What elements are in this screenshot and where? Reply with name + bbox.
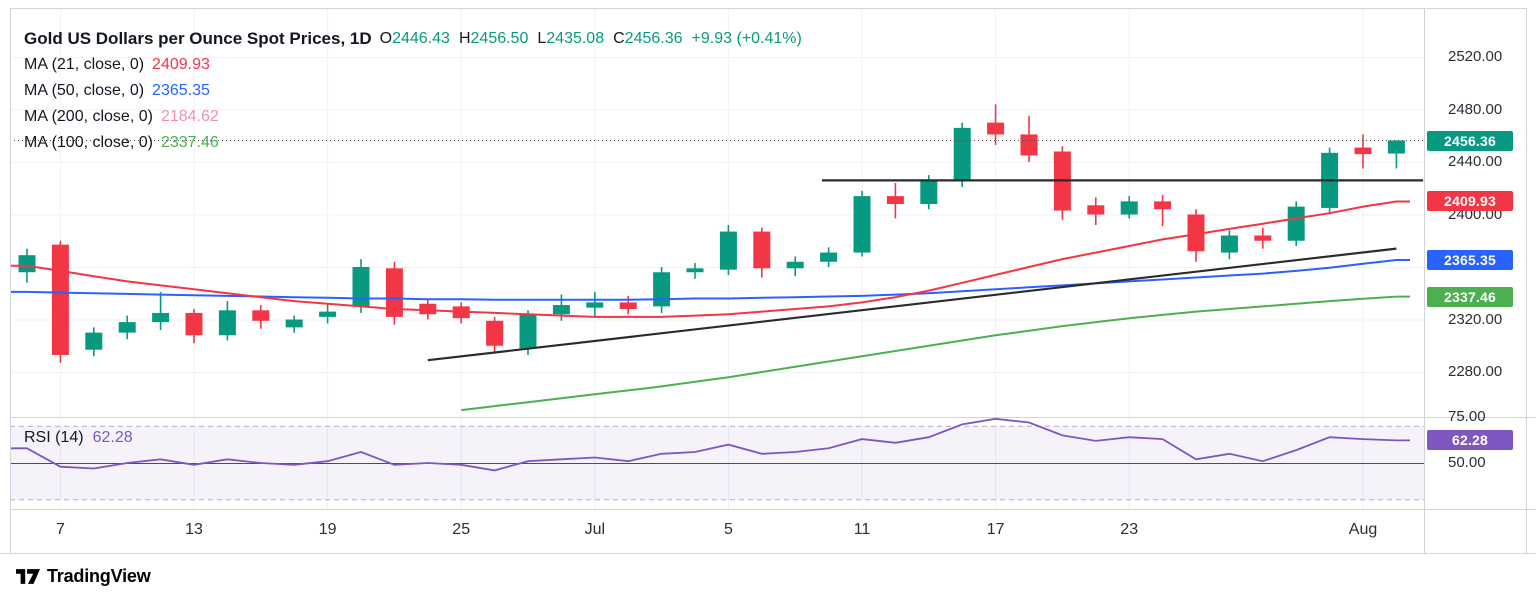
price-tick-label: 2280.00	[1448, 363, 1503, 380]
ma-label: MA (200, close, 0)	[24, 108, 153, 125]
tradingview-attribution[interactable]: TradingView	[16, 560, 151, 592]
time-label: 5	[723, 521, 733, 538]
price-tick-label: 2320.00	[1448, 310, 1503, 328]
ohlc-low: L2435.08	[537, 30, 605, 47]
rsi-tick-label: 75.00	[1448, 408, 1486, 425]
ohlc-high: H2456.50	[458, 30, 529, 47]
price-tick-label: 2520.00	[1448, 48, 1503, 65]
time-label: 7	[55, 521, 65, 538]
ma-label: MA (50, close, 0)	[24, 82, 145, 99]
ohlc-open: O2446.43	[379, 30, 450, 47]
ma-value: 2365.35	[152, 82, 210, 99]
ma-value: 2409.93	[152, 56, 210, 73]
price-tick-label: 2440.00	[1448, 153, 1503, 170]
ma-legend-row[interactable]: MA (200, close, 0) 2184.62	[24, 104, 802, 130]
time-label: 23	[1120, 521, 1139, 538]
tradingview-logo-icon	[16, 568, 40, 584]
price-badge: 2409.93	[1427, 191, 1513, 212]
price-change: +9.93 (+0.41%)	[691, 30, 802, 47]
time-label: 11	[853, 521, 871, 538]
time-axis[interactable]: 7 13 19 25 Jul 5 11 17 23 Aug	[0, 509, 1424, 553]
ma-label: MA (100, close, 0)	[24, 134, 153, 151]
symbol-legend-row[interactable]: Gold US Dollars per Ounce Spot Prices, 1…	[24, 26, 802, 52]
ma-label: MA (21, close, 0)	[24, 56, 145, 73]
rsi-label: RSI (14)	[24, 429, 84, 446]
rsi-legend-row[interactable]: RSI (14) 62.28	[24, 429, 133, 447]
ohlc-values: O2446.43 H2456.50 L2435.08 C2456.36 +9.9…	[380, 30, 802, 48]
price-badge: 2337.46	[1427, 286, 1513, 307]
ma-legend-row[interactable]: MA (21, close, 0) 2409.93	[24, 52, 802, 78]
time-label: 19	[318, 521, 337, 538]
ma-legend-row[interactable]: MA (100, close, 0) 2337.46	[24, 130, 802, 156]
symbol-title: Gold US Dollars per Ounce Spot Prices, 1…	[24, 29, 372, 48]
time-label: 25	[452, 521, 471, 538]
ma-legend-row[interactable]: MA (50, close, 0) 2365.35	[24, 78, 802, 104]
rsi-badge: 62.28	[1427, 430, 1513, 451]
price-axis[interactable]: 2520.00 2480.00 2440.00 2400.00 2320.00 2280.…	[1424, 0, 1536, 553]
tradingview-wordmark: TradingView	[47, 565, 151, 586]
ma-value: 2337.46	[160, 134, 219, 151]
rsi-tick-label: 50.00	[1448, 454, 1486, 471]
ma-legend-rows: MA (21, close, 0) 2409.93 MA (50, close, 0…	[24, 52, 802, 156]
price-badge: 2456.36	[1427, 130, 1513, 151]
ohlc-close: C2456.36	[613, 30, 683, 47]
time-label: 17	[986, 521, 1005, 538]
price-tick-label: 2480.00	[1448, 100, 1503, 118]
chart-legend: Gold US Dollars per Ounce Spot Prices, 1…	[24, 26, 802, 156]
ma-value: 2184.62	[160, 108, 219, 125]
time-label: Jul	[584, 521, 606, 538]
time-label: 13	[185, 521, 203, 538]
time-label: Aug	[1348, 521, 1378, 538]
rsi-value: 62.28	[92, 429, 133, 446]
price-badge: 2365.35	[1427, 249, 1513, 270]
